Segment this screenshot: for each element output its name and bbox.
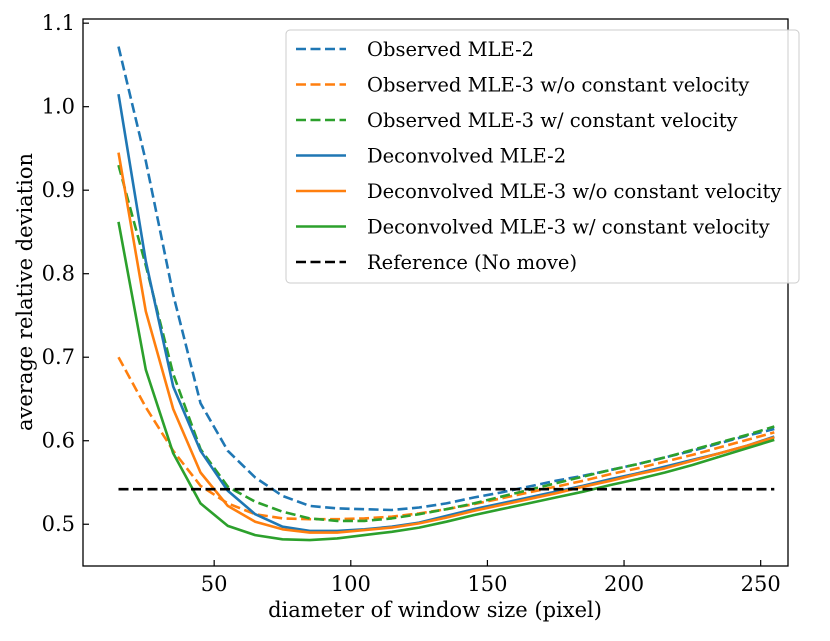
legend-label: Deconvolved MLE-3 w/o constant velocity <box>367 180 781 203</box>
legend-label: Reference (No move) <box>367 251 577 274</box>
series-lines <box>117 46 775 542</box>
series-line-2 <box>117 164 775 523</box>
x-axis-ticks: 50 100 150 200 250 <box>201 560 781 596</box>
x-tick-label: 50 <box>201 572 228 596</box>
legend-label: Observed MLE-2 <box>367 38 534 61</box>
x-tick-label: 200 <box>604 572 644 596</box>
y-axis-title: average relative deviation <box>13 153 37 431</box>
series-line-4 <box>117 152 775 534</box>
series-line-1 <box>117 356 775 521</box>
plot-frame <box>82 18 789 567</box>
y-tick-label: 1.1 <box>42 11 75 35</box>
y-tick-label: 1.0 <box>42 95 75 119</box>
series-line-0 <box>117 46 775 512</box>
series-line-3 <box>117 93 775 533</box>
y-tick-label: 0.9 <box>42 178 75 202</box>
legend-box <box>285 29 800 284</box>
x-tick-label: 250 <box>741 572 781 596</box>
x-axis-title: diameter of window size (pixel) <box>268 598 602 622</box>
legend-label: Observed MLE-3 w/o constant velocity <box>367 74 749 97</box>
y-tick-label: 0.6 <box>42 429 75 453</box>
x-tick-label: 100 <box>331 572 371 596</box>
legend-label: Deconvolved MLE-3 w/ constant velocity <box>367 216 770 239</box>
y-tick-label: 0.7 <box>42 345 75 369</box>
series-line-5 <box>117 221 775 542</box>
legend: Observed MLE-2 Observed MLE-3 w/o constan… <box>285 29 800 284</box>
x-tick-label: 150 <box>467 572 507 596</box>
legend-label: Deconvolved MLE-2 <box>367 145 566 168</box>
y-axis-ticks: 0.5 0.6 0.7 0.8 0.9 1.0 1.1 <box>42 11 89 536</box>
y-tick-label: 0.8 <box>42 262 75 286</box>
legend-label: Observed MLE-3 w/ constant velocity <box>367 109 738 132</box>
y-tick-label: 0.5 <box>42 512 75 536</box>
